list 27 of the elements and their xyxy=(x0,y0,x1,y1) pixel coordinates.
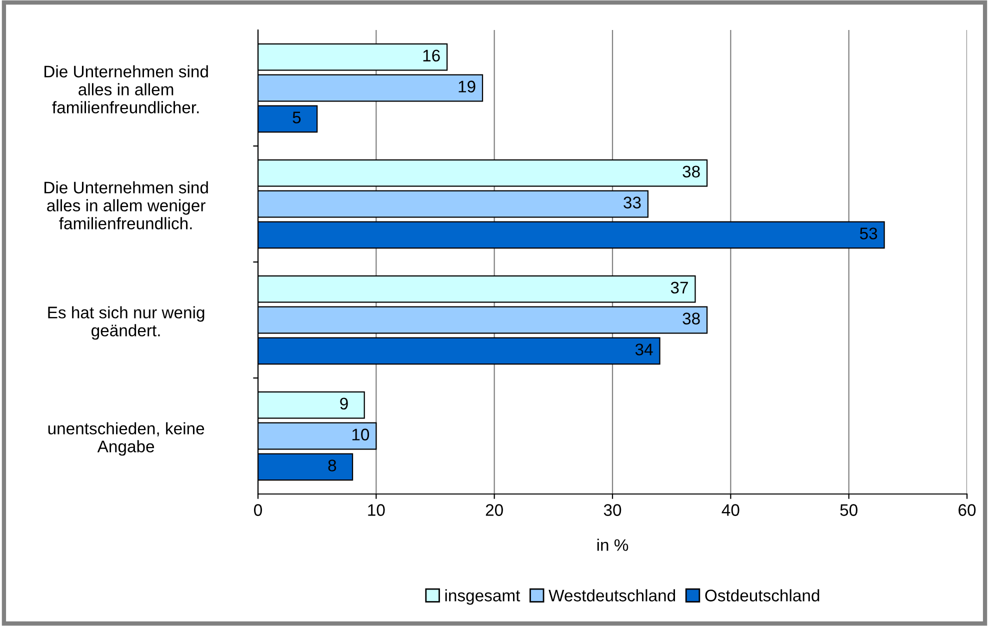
data-label: 33 xyxy=(624,196,641,208)
x-tick-label: 40 xyxy=(722,504,740,516)
x-tick-label: 10 xyxy=(368,504,385,516)
data-label: 5 xyxy=(292,112,301,124)
x-tick-label: 60 xyxy=(958,504,976,516)
x-tick-label: 0 xyxy=(254,504,262,516)
data-label: 9 xyxy=(340,398,348,410)
y-tick-label: Die Unternehmen sind alles in allem weniger familienfreundlich. xyxy=(44,181,208,230)
y-tick-label: unentschieden, keine Angabe xyxy=(48,422,204,456)
x-tick-label: 20 xyxy=(486,504,503,516)
data-label: 38 xyxy=(682,312,700,324)
data-label: 53 xyxy=(860,228,878,240)
data-label: 10 xyxy=(352,428,370,440)
data-label: 38 xyxy=(682,166,700,178)
data-label: 34 xyxy=(635,344,653,356)
data-label: 19 xyxy=(458,80,476,92)
legend-label: Ostdeutschland xyxy=(705,589,820,602)
x-tick-label: 30 xyxy=(604,504,622,516)
data-label: 37 xyxy=(670,282,688,294)
legend-label: Westdeutschland xyxy=(548,589,676,602)
data-label: 16 xyxy=(423,50,440,62)
data-label: 8 xyxy=(328,460,336,472)
y-tick-label: Die Unternehmen sind alles in allem familienfreundlicher. xyxy=(44,65,208,114)
y-tick-label: Es hat sich nur wenig geändert. xyxy=(48,306,204,340)
legend-label: insgesamt xyxy=(445,589,520,605)
x-tick-label: 50 xyxy=(840,504,858,516)
x-axis-title: in % xyxy=(597,538,628,551)
